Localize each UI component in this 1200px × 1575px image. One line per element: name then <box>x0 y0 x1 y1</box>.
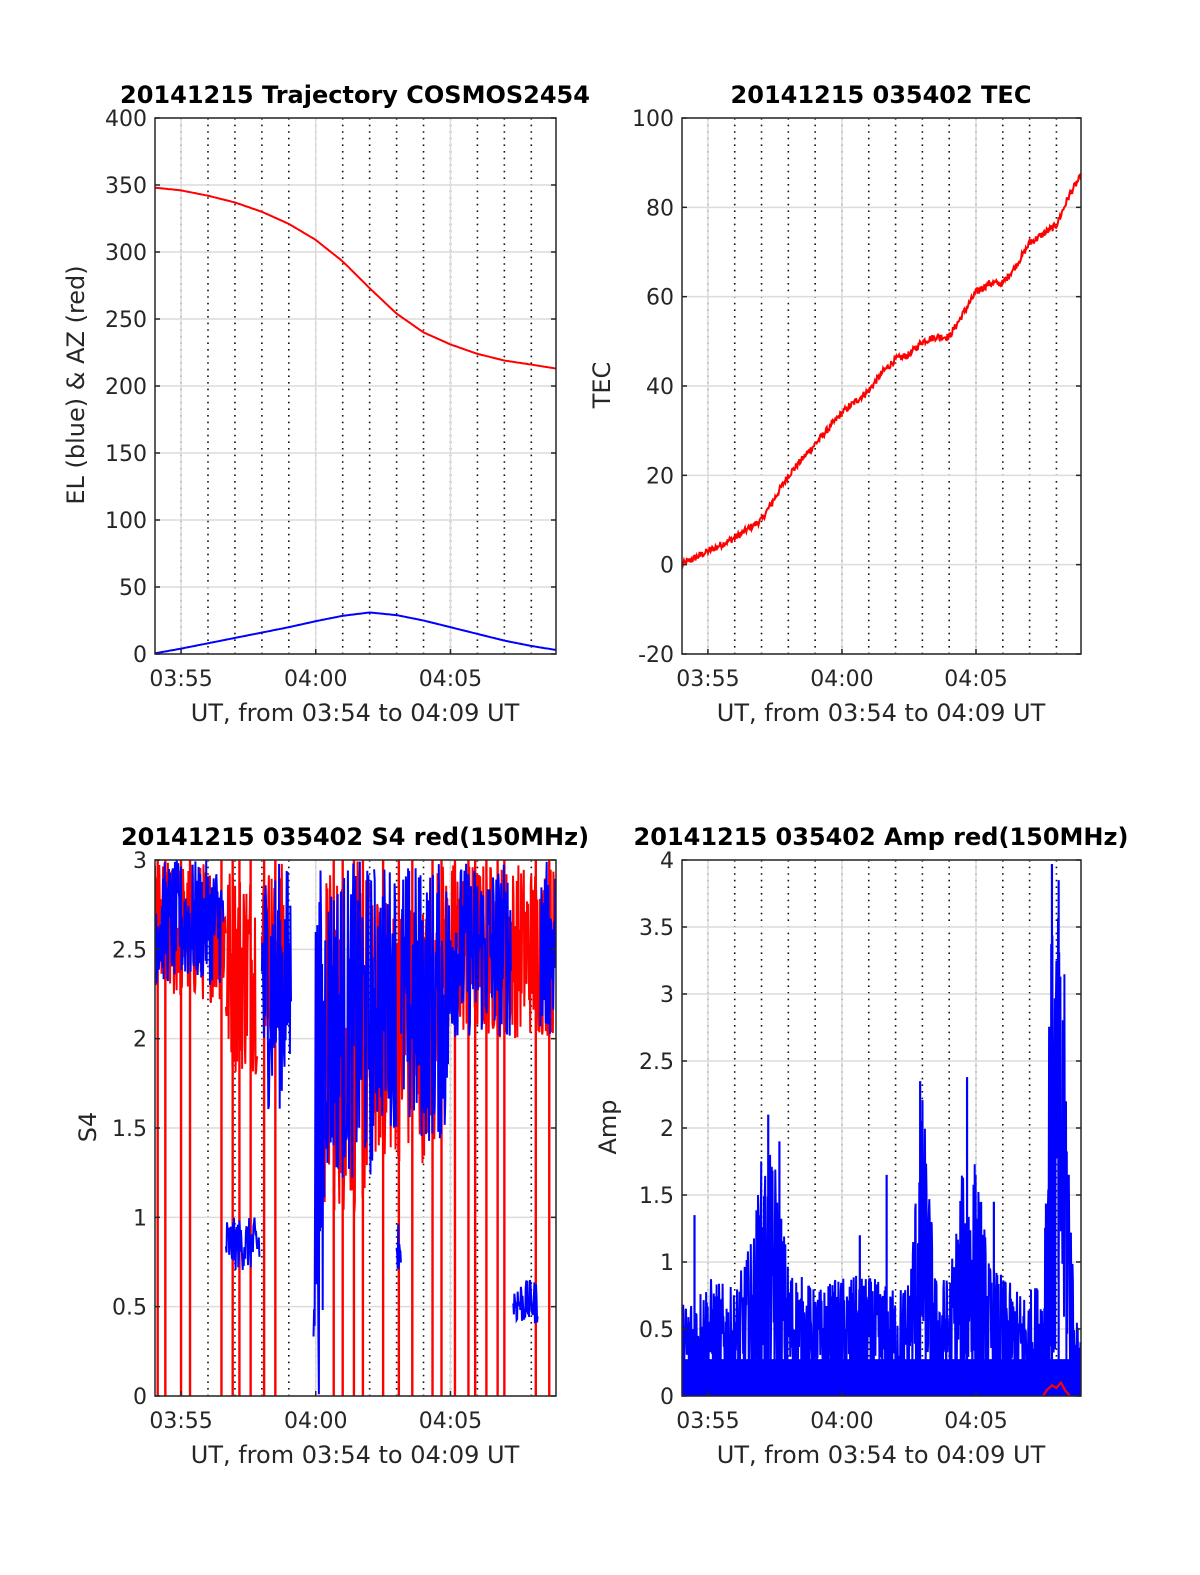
tec-series-layer <box>682 172 1081 570</box>
tec-title: 20141215 035402 TEC <box>731 81 1032 109</box>
tec-xtick-label: 04:00 <box>810 667 873 692</box>
amp-ytick-label: 1 <box>660 1251 674 1276</box>
tec-xtick-label: 03:55 <box>676 667 739 692</box>
tec-ytick-label: 80 <box>646 196 674 221</box>
amp-series-red <box>1042 1380 1071 1396</box>
tec-ytick-label: 60 <box>646 286 674 311</box>
tec-ytick-label: 20 <box>646 464 674 489</box>
amp-plot-area: 0 0.5 1 1.5 2 2.5 3 3.5 4 03:55 04:00 04:05 <box>639 849 1082 1434</box>
amp-ytick-label: 2.5 <box>639 1050 674 1075</box>
s4-xtick-label: 03:55 <box>149 1409 212 1434</box>
trajectory-title: 20141215 Trajectory COSMOS2454 <box>120 81 590 109</box>
traj-series-EL <box>155 611 556 654</box>
traj-ytick-label: 0 <box>133 643 147 668</box>
amp-ytick-label: 1.5 <box>639 1184 674 1209</box>
tec-ytick-label: -20 <box>638 643 674 668</box>
tec-ytick-label: 0 <box>660 554 674 579</box>
traj-series-layer <box>155 186 556 654</box>
traj-xtick-label: 03:55 <box>149 667 212 692</box>
s4-xlabel: UT, from 03:54 to 04:09 UT <box>191 1441 520 1469</box>
traj-ytick-label: 350 <box>105 174 147 199</box>
s4-xtick-label: 04:05 <box>419 1409 482 1434</box>
amp-xtick-label: 04:00 <box>810 1409 873 1434</box>
amp-ytick-label: 4 <box>660 849 674 874</box>
traj-ytick-label: 250 <box>105 308 147 333</box>
s4-ytick-label: 3 <box>133 849 147 874</box>
traj-ytick-label: 100 <box>105 509 147 534</box>
s4-ytick-label: 0.5 <box>112 1296 147 1321</box>
amp-ytick-label: 2 <box>660 1117 674 1142</box>
trajectory-xlabel: UT, from 03:54 to 04:09 UT <box>191 699 520 727</box>
traj-ytick-label: 150 <box>105 442 147 467</box>
tec-ylabel: TEC <box>588 362 616 410</box>
amp-series-blue <box>682 918 1081 1396</box>
amp-title: 20141215 035402 Amp red(150MHz) <box>634 823 1129 851</box>
traj-xtick-label: 04:05 <box>419 667 482 692</box>
s4-ytick-label: 1 <box>133 1206 147 1231</box>
tec-xlabel: UT, from 03:54 to 04:09 UT <box>717 699 1046 727</box>
amp-xlabel: UT, from 03:54 to 04:09 UT <box>717 1441 1046 1469</box>
amp-xtick-label: 03:55 <box>676 1409 739 1434</box>
amp-ytick-label: 3 <box>660 983 674 1008</box>
s4-ytick-label: 0 <box>133 1385 147 1410</box>
s4-xtick-label: 04:00 <box>284 1409 347 1434</box>
s4-title: 20141215 035402 S4 red(150MHz) <box>121 823 589 851</box>
panel-tec: 20141215 035402 TEC -20 0 20 40 60 80 100 03:55… <box>588 81 1082 727</box>
traj-ytick-label: 300 <box>105 241 147 266</box>
traj-ytick-label: 400 <box>105 107 147 132</box>
tec-series-TEC <box>682 172 1081 570</box>
traj-ytick-label: 50 <box>119 576 147 601</box>
tec-ytick-label: 100 <box>632 107 674 132</box>
panel-amp: 20141215 035402 Amp red(150MHz) 0 0.5 1 1.5… <box>594 823 1128 1469</box>
tec-ytick-label: 40 <box>646 375 674 400</box>
amp-ytick-label: 0 <box>660 1385 674 1410</box>
s4-ytick-label: 2.5 <box>112 938 147 963</box>
traj-series-AZ <box>155 186 556 370</box>
amp-ytick-label: 3.5 <box>639 916 674 941</box>
panel-s4: 20141215 035402 S4 red(150MHz) 0 0.5 1 1.5 2… <box>74 823 589 1469</box>
s4-ytick-label: 1.5 <box>112 1117 147 1142</box>
tec-xtick-label: 04:05 <box>944 667 1007 692</box>
amp-ytick-label: 0.5 <box>639 1318 674 1343</box>
s4-plot-area: 0 0.5 1 1.5 2 2.5 3 03:55 04:00 04:05 <box>112 849 557 1434</box>
trajectory-plot-area: 0 50 100 150 200 250 300 350 400 03:55 04:00 04:05 <box>105 107 557 692</box>
amp-series-layer <box>682 864 1081 1396</box>
amp-xtick-label: 04:05 <box>944 1409 1007 1434</box>
s4-series-blue <box>155 860 556 1395</box>
traj-xtick-label: 04:00 <box>284 667 347 692</box>
panel-trajectory: 20141215 Trajectory COSMOS2454 0 50 100 150… <box>62 81 590 727</box>
s4-ytick-label: 2 <box>133 1028 147 1053</box>
trajectory-ylabel: EL (blue) & AZ (red) <box>62 265 90 504</box>
s4-ylabel: S4 <box>74 1112 102 1143</box>
tec-plot-area: -20 0 20 40 60 80 100 03:55 04:00 04:05 <box>632 107 1082 692</box>
amp-ylabel: Amp <box>594 1099 622 1154</box>
traj-ytick-label: 200 <box>105 375 147 400</box>
